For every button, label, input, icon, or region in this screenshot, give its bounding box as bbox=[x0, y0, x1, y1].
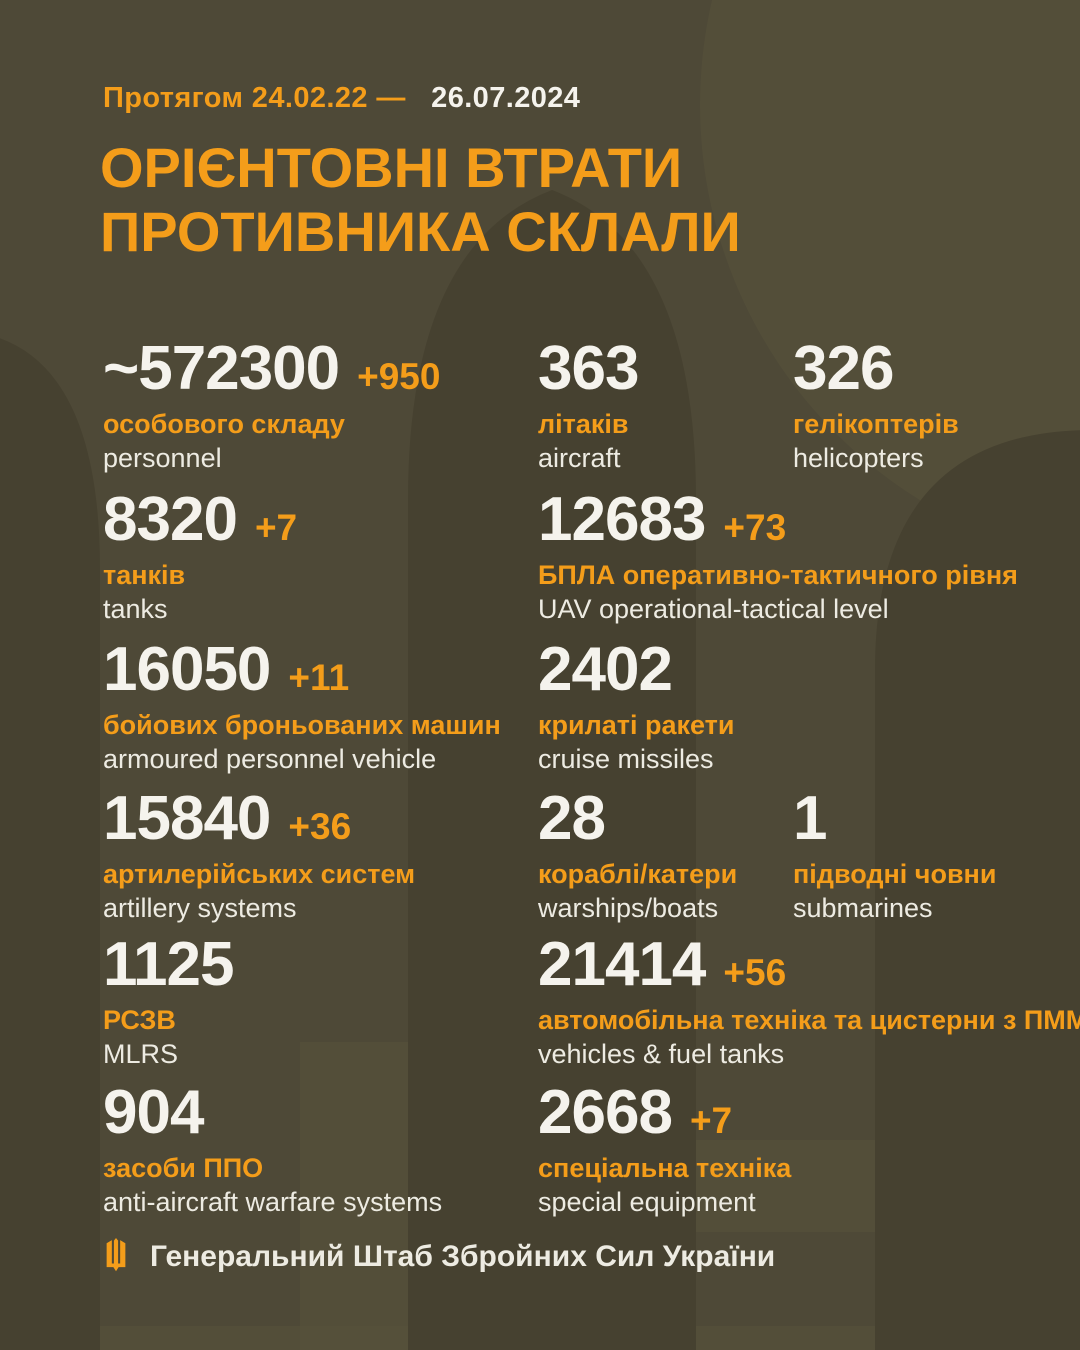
stat-label-en: special equipment bbox=[538, 1187, 756, 1217]
stat-label-en: tanks bbox=[103, 594, 168, 624]
stat-label-ua: РСЗВ bbox=[103, 1005, 176, 1035]
footer: Генеральний Штаб Збройних Сил України bbox=[103, 1238, 775, 1276]
stat-label-ua: засоби ППО bbox=[103, 1153, 264, 1183]
stat-value: 21414 bbox=[538, 930, 706, 999]
stat-delta: +950 bbox=[357, 356, 441, 397]
stat-label-ua: спеціальна техніка bbox=[538, 1153, 792, 1183]
stat-label-en: submarines bbox=[793, 893, 933, 923]
stat-label-ua: автомобільна техніка та цистерни з ПММ bbox=[538, 1005, 1080, 1035]
stat-label-ua: БПЛА оперативно-тактичного рівня bbox=[538, 560, 1018, 590]
stat-special-equipment: 2668 +7 спеціальна техніка special equip… bbox=[538, 1082, 791, 1218]
stat-value: 326 bbox=[793, 334, 894, 403]
stat-label-ua: підводні човни bbox=[793, 859, 997, 889]
stat-vehicles-fuel-tanks: 21414 +56 автомобільна техніка та цистер… bbox=[538, 934, 1080, 1070]
stat-label-ua: танків bbox=[103, 560, 186, 590]
stat-label-ua: літаків bbox=[538, 409, 629, 439]
source-org-label: Генеральний Штаб Збройних Сил України bbox=[150, 1240, 776, 1273]
stat-label-en: helicopters bbox=[793, 443, 924, 473]
stat-personnel: ~572300 +950 особового складу personnel bbox=[103, 338, 440, 474]
stat-label-en: anti-aircraft warfare systems bbox=[103, 1187, 443, 1217]
stat-anti-aircraft: 904 засоби ППО anti-aircraft warfare sys… bbox=[103, 1082, 442, 1218]
stat-value: 28 bbox=[538, 784, 606, 853]
stat-value: 8320 bbox=[103, 485, 238, 554]
stat-label-en: vehicles & fuel tanks bbox=[538, 1039, 785, 1069]
stat-label-ua: кораблі/катери bbox=[538, 859, 738, 889]
stat-value: 15840 bbox=[103, 784, 271, 853]
stat-delta: +36 bbox=[288, 806, 352, 847]
stat-armoured-vehicles: 16050 +11 бойових броньованих машин armo… bbox=[103, 639, 501, 775]
report-period: Протягом 24.02.22 — 26.07.2024 bbox=[103, 82, 580, 115]
stat-submarines: 1 підводні човни submarines bbox=[793, 788, 996, 924]
stat-mlrs: 1125 РСЗВ MLRS bbox=[103, 934, 252, 1070]
stat-delta: +73 bbox=[723, 507, 787, 548]
stat-delta: +56 bbox=[723, 952, 787, 993]
stat-aircraft: 363 літаків aircraft bbox=[538, 338, 656, 474]
stat-label-en: aircraft bbox=[538, 443, 621, 473]
title-line-1: ОРІЄНТОВНІ ВТРАТИ bbox=[100, 136, 683, 199]
stat-value: 12683 bbox=[538, 485, 706, 554]
stat-value: ~572300 bbox=[103, 334, 340, 403]
stat-delta: +11 bbox=[288, 657, 350, 698]
period-prefix: Протягом 24.02.22 — bbox=[103, 82, 406, 114]
stat-cruise-missiles: 2402 крилаті ракети cruise missiles bbox=[538, 639, 735, 775]
report-date: 26.07.2024 bbox=[431, 82, 581, 114]
stat-label-en: personnel bbox=[103, 443, 222, 473]
stat-helicopters: 326 гелікоптерів helicopters bbox=[793, 338, 959, 474]
stat-value: 904 bbox=[103, 1078, 204, 1147]
stat-value: 16050 bbox=[103, 635, 271, 704]
tryzub-trident-icon bbox=[106, 1238, 126, 1272]
stat-value: 1 bbox=[793, 784, 827, 853]
stat-value: 363 bbox=[538, 334, 639, 403]
stat-label-en: cruise missiles bbox=[538, 744, 714, 774]
stat-label-ua: особового складу bbox=[103, 409, 345, 439]
stat-label-ua: бойових броньованих машин bbox=[103, 710, 501, 740]
stat-uav: 12683 +73 БПЛА оперативно-тактичного рів… bbox=[538, 489, 1018, 625]
stat-label-en: artillery systems bbox=[103, 893, 297, 923]
stat-warships: 28 кораблі/катери warships/boats bbox=[538, 788, 737, 924]
stat-label-en: warships/boats bbox=[538, 893, 719, 923]
stat-label-en: MLRS bbox=[103, 1039, 179, 1069]
stat-label-ua: артилерійських систем bbox=[103, 859, 416, 889]
stat-delta: +7 bbox=[254, 507, 298, 548]
stat-label-en: UAV operational-tactical level bbox=[538, 594, 889, 624]
page-title: ОРІЄНТОВНІ ВТРАТИ ПРОТИВНИКА СКЛАЛИ bbox=[100, 136, 741, 264]
stat-label-en: armoured personnel vehicle bbox=[103, 744, 437, 774]
stat-label-ua: гелікоптерів bbox=[793, 409, 959, 439]
stat-label-ua: крилаті ракети bbox=[538, 710, 735, 740]
stat-value: 2402 bbox=[538, 635, 673, 704]
stat-artillery: 15840 +36 артилерійських систем artiller… bbox=[103, 788, 415, 924]
title-line-2: ПРОТИВНИКА СКЛАЛИ bbox=[100, 200, 741, 263]
stat-tanks: 8320 +7 танків tanks bbox=[103, 489, 297, 625]
stat-delta: +7 bbox=[689, 1100, 733, 1141]
stat-value: 1125 bbox=[103, 930, 235, 999]
stat-value: 2668 bbox=[538, 1078, 673, 1147]
